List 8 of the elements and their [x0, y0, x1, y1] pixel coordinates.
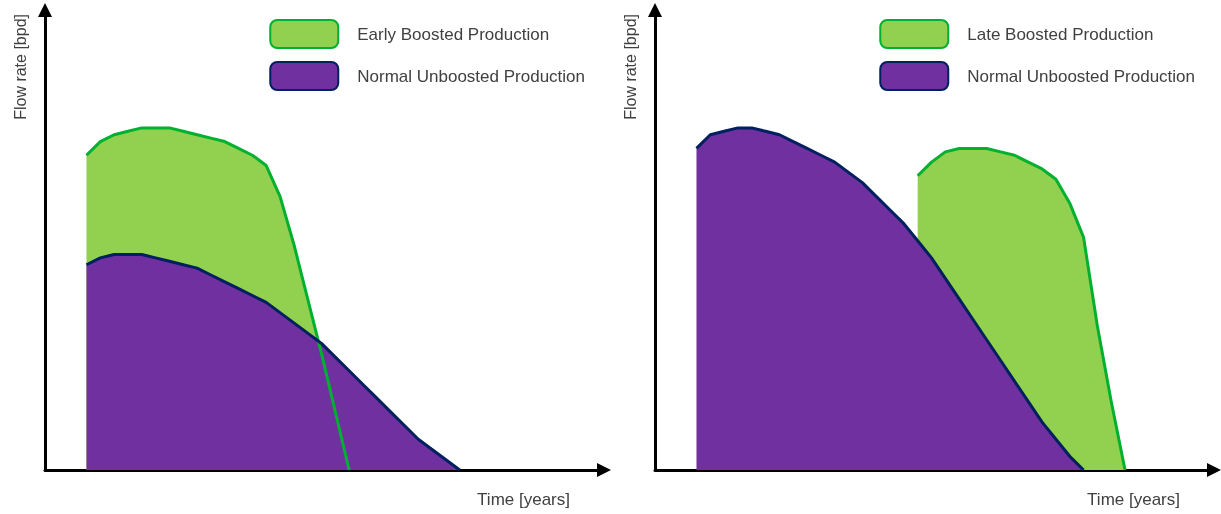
y-axis-title: Flow rate [bpd]: [11, 14, 29, 120]
legend-label: Late Boosted Production: [967, 24, 1154, 44]
legend-label: Normal Unboosted Production: [967, 66, 1195, 86]
x-axis-title: Time [years]: [477, 490, 570, 509]
y-axis-title: Flow rate [bpd]: [621, 14, 639, 120]
legend-label: Normal Unboosted Production: [357, 66, 585, 86]
legend-label: Early Boosted Production: [357, 24, 550, 44]
x-axis-title: Time [years]: [1087, 490, 1180, 509]
